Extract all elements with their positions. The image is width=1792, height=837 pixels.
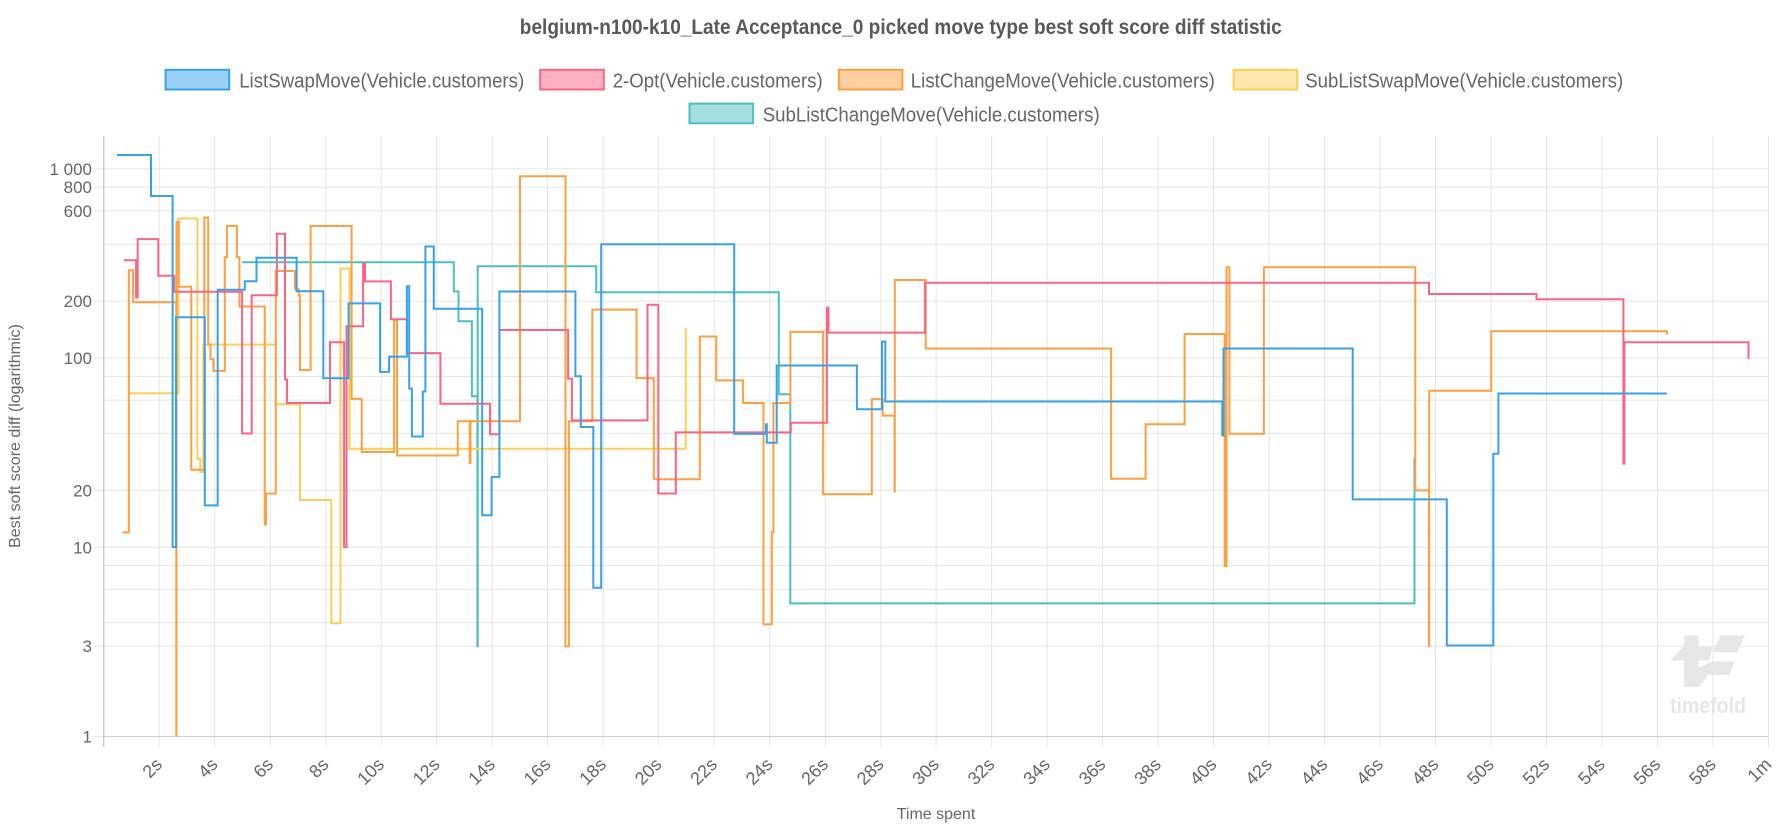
svg-text:1: 1 (83, 728, 92, 747)
svg-text:100: 100 (64, 349, 92, 368)
svg-text:Best soft score diff (logarith: Best soft score diff (logarithmic) (7, 324, 24, 548)
svg-text:10: 10 (73, 538, 92, 557)
svg-text:3: 3 (83, 637, 92, 656)
svg-text:1 000: 1 000 (49, 160, 92, 179)
svg-text:timefold: timefold (1670, 693, 1746, 718)
svg-text:200: 200 (64, 292, 92, 311)
svg-text:ListChangeMove(Vehicle.custome: ListChangeMove(Vehicle.customers) (911, 71, 1215, 93)
svg-text:600: 600 (64, 202, 92, 221)
svg-text:20: 20 (73, 481, 92, 500)
svg-text:ListSwapMove(Vehicle.customers: ListSwapMove(Vehicle.customers) (239, 71, 524, 93)
svg-text:2-Opt(Vehicle.customers): 2-Opt(Vehicle.customers) (613, 71, 823, 93)
svg-text:SubListSwapMove(Vehicle.custom: SubListSwapMove(Vehicle.customers) (1305, 71, 1623, 93)
svg-text:SubListChangeMove(Vehicle.cust: SubListChangeMove(Vehicle.customers) (763, 104, 1100, 126)
svg-text:800: 800 (64, 178, 92, 197)
svg-text:Time spent: Time spent (897, 806, 976, 823)
svg-text:belgium-n100-k10_Late Acceptan: belgium-n100-k10_Late Acceptance_0 picke… (520, 16, 1282, 39)
